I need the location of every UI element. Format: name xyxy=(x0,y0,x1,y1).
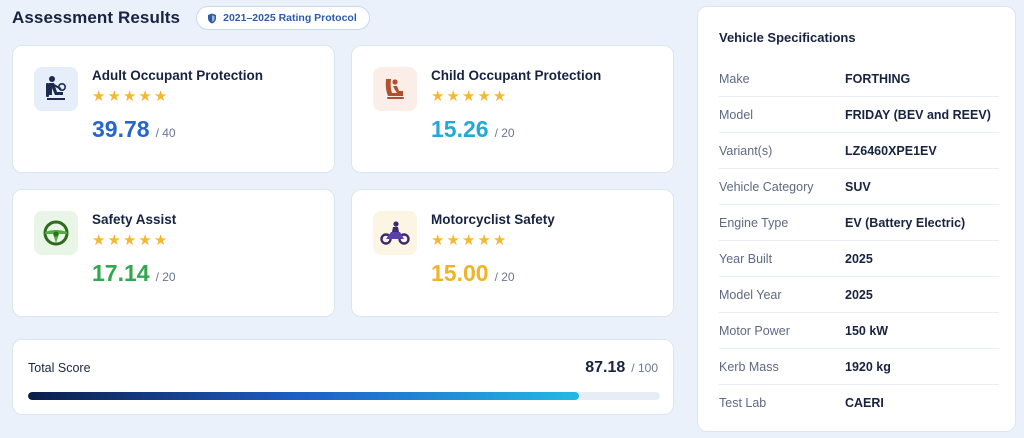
score-max: / 20 xyxy=(494,270,515,284)
child-occupant-card[interactable]: Child Occupant Protection ★ ★ ★ ★ ★ 15.26 / … xyxy=(351,45,674,173)
spec-label: Model Year xyxy=(719,287,782,302)
spec-value: FORTHING xyxy=(845,71,911,86)
spec-value: 2025 xyxy=(845,251,873,266)
steering-wheel-icon xyxy=(34,211,78,255)
score-max: / 20 xyxy=(494,126,515,140)
child-occupant-icon xyxy=(373,67,417,111)
total-score-label: Total Score xyxy=(28,361,91,375)
spec-row-vehicle-category: Vehicle Category SUV xyxy=(719,169,999,205)
spec-label: Engine Type xyxy=(719,215,789,230)
star-icon: ★ xyxy=(138,88,152,105)
star-icon: ★ xyxy=(477,232,491,249)
spec-value: 1920 kg xyxy=(845,359,891,374)
spec-label: Model xyxy=(719,107,754,122)
spec-value: SUV xyxy=(845,179,871,194)
star-rating: ★ ★ ★ ★ ★ xyxy=(431,89,506,104)
card-title: Safety Assist xyxy=(92,212,177,227)
vehicle-specifications-panel: Vehicle Specifications Make FORTHING Mode… xyxy=(697,6,1016,432)
score-value: 15.00 xyxy=(431,260,489,286)
star-icon: ★ xyxy=(492,88,507,105)
spec-table: Make FORTHING Model FRIDAY (BEV and REEV) … xyxy=(719,61,999,421)
star-icon: ★ xyxy=(492,232,507,249)
protocol-label: 2021–2025 Rating Protocol xyxy=(223,12,357,24)
page-header: Assessment Results 2021–2025 Rating Prot… xyxy=(12,6,370,30)
star-icon: ★ xyxy=(92,232,106,249)
star-icon: ★ xyxy=(153,232,168,249)
spec-value: FRIDAY (BEV and REEV) xyxy=(845,107,991,122)
star-icon: ★ xyxy=(461,88,476,105)
score-line: 15.00 / 20 xyxy=(431,260,515,287)
spec-row-test-lab: Test Lab CAERI xyxy=(719,385,999,421)
star-icon: ★ xyxy=(446,232,460,249)
star-icon: ★ xyxy=(107,232,121,249)
total-score-card: Total Score 87.18 / 100 xyxy=(12,339,674,415)
spec-row-model: Model FRIDAY (BEV and REEV) xyxy=(719,97,999,133)
spec-label: Year Built xyxy=(719,251,773,266)
total-score-value: 87.18 xyxy=(585,359,626,376)
adult-occupant-card[interactable]: Adult Occupant Protection ★ ★ ★ ★ ★ 39.78 / … xyxy=(12,45,335,173)
score-max: / 20 xyxy=(155,270,176,284)
spec-label: Variant(s) xyxy=(719,143,773,158)
score-value: 15.26 xyxy=(431,116,489,142)
protocol-badge[interactable]: 2021–2025 Rating Protocol xyxy=(196,6,370,30)
total-score-max: / 100 xyxy=(631,361,658,375)
score-line: 15.26 / 20 xyxy=(431,116,515,143)
spec-row-kerb-mass: Kerb Mass 1920 kg xyxy=(719,349,999,385)
card-title: Motorcyclist Safety xyxy=(431,212,555,227)
star-rating: ★ ★ ★ ★ ★ xyxy=(92,89,167,104)
score-max: / 40 xyxy=(155,126,176,140)
star-icon: ★ xyxy=(92,88,106,105)
star-rating: ★ ★ ★ ★ ★ xyxy=(92,233,167,248)
star-icon: ★ xyxy=(431,88,445,105)
score-value: 39.78 xyxy=(92,116,150,142)
star-icon: ★ xyxy=(431,232,445,249)
page-title: Assessment Results xyxy=(12,8,181,27)
total-progress-fill xyxy=(28,392,579,400)
star-icon: ★ xyxy=(153,88,168,105)
spec-row-variant: Variant(s) LZ6460XPE1EV xyxy=(719,133,999,169)
spec-value: 2025 xyxy=(845,287,873,302)
spec-row-motor-power: Motor Power 150 kW xyxy=(719,313,999,349)
spec-row-engine-type: Engine Type EV (Battery Electric) xyxy=(719,205,999,241)
adult-occupant-icon xyxy=(34,67,78,111)
spec-value: CAERI xyxy=(845,396,884,410)
total-score: 87.18 / 100 xyxy=(585,359,658,377)
star-icon: ★ xyxy=(122,232,137,249)
spec-value: EV (Battery Electric) xyxy=(845,215,966,230)
score-line: 39.78 / 40 xyxy=(92,116,176,143)
star-icon: ★ xyxy=(461,232,476,249)
spec-row-make: Make FORTHING xyxy=(719,61,999,97)
score-value: 17.14 xyxy=(92,260,150,286)
star-icon: ★ xyxy=(122,88,137,105)
motorcycle-icon xyxy=(373,211,417,255)
spec-label: Motor Power xyxy=(719,323,790,338)
spec-label: Kerb Mass xyxy=(719,359,779,374)
total-progress-bar xyxy=(28,392,660,400)
spec-value: LZ6460XPE1EV xyxy=(845,143,937,158)
score-line: 17.14 / 20 xyxy=(92,260,176,287)
spec-value: 150 kW xyxy=(845,323,889,338)
star-icon: ★ xyxy=(446,88,460,105)
star-icon: ★ xyxy=(477,88,491,105)
star-icon: ★ xyxy=(107,88,121,105)
safety-assist-card[interactable]: Safety Assist ★ ★ ★ ★ ★ 17.14 / 20 xyxy=(12,189,335,317)
motorcyclist-safety-card[interactable]: Motorcyclist Safety ★ ★ ★ ★ ★ 15.00 / 20 xyxy=(351,189,674,317)
card-title: Adult Occupant Protection xyxy=(92,68,264,83)
spec-label: Test Lab xyxy=(719,396,767,410)
star-icon: ★ xyxy=(138,232,152,249)
card-title: Child Occupant Protection xyxy=(431,68,602,83)
star-rating: ★ ★ ★ ★ ★ xyxy=(431,233,506,248)
spec-row-year-built: Year Built 2025 xyxy=(719,241,999,277)
spec-row-model-year: Model Year 2025 xyxy=(719,277,999,313)
spec-label: Make xyxy=(719,71,750,86)
spec-label: Vehicle Category xyxy=(719,179,814,194)
spec-panel-title: Vehicle Specifications xyxy=(719,30,856,45)
shield-icon xyxy=(207,13,217,24)
